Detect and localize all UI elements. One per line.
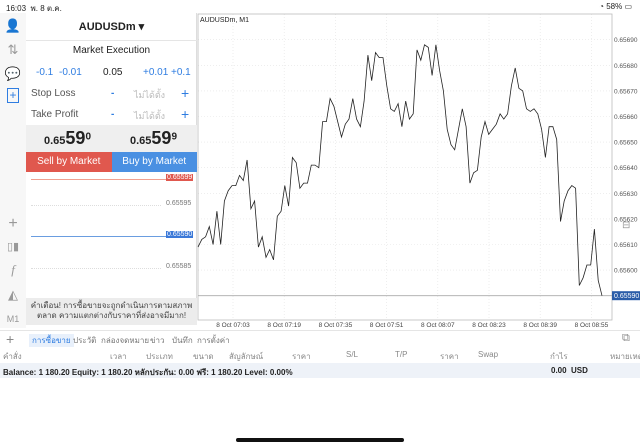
objects-icon[interactable]: ◭	[8, 287, 18, 302]
price-display: 0.65590 0.65599	[26, 125, 197, 152]
tab-history[interactable]: ประวัติ	[73, 336, 97, 345]
take-profit-input[interactable]: ไม่ได้ตั้ง	[134, 111, 166, 121]
x-tick-label: 8 Oct 07:51	[370, 322, 404, 329]
tab-settings[interactable]: การตั้งค่า	[197, 336, 230, 345]
take-profit-label: Take Profit	[31, 109, 79, 120]
x-tick-label: 8 Oct 08:39	[523, 322, 557, 329]
level-label: 0.65595	[166, 200, 192, 207]
chart-svg[interactable]: AUDUSDm, M1 0.65690 0.65680 0.65670 0.65660…	[197, 13, 640, 330]
crosshair-icon[interactable]: +	[8, 215, 18, 232]
column-header[interactable]: ขนาด	[193, 352, 214, 361]
sell-by-market-button[interactable]: Sell by Market	[26, 152, 112, 172]
x-tick-label: 8 Oct 07:19	[267, 322, 301, 329]
grid-line	[31, 268, 161, 269]
take-profit-plus[interactable]: +	[181, 106, 190, 122]
total-profit: 0.00 USD	[551, 366, 588, 375]
ask-level-label: 0.65599	[166, 174, 194, 181]
tab-journal[interactable]: บันทึก	[172, 336, 193, 345]
x-tick-label: 8 Oct 08:23	[472, 322, 506, 329]
chat-icon[interactable]: 💬	[4, 66, 22, 81]
column-header[interactable]: S/L	[346, 350, 359, 359]
x-tick-label: 8 Oct 08:55	[575, 322, 609, 329]
volume-plus-0.1[interactable]: +0.1	[171, 67, 191, 78]
y-tick-label: 0.65680	[614, 63, 638, 70]
layout-toggle-icon[interactable]: ⧉	[622, 332, 630, 344]
home-indicator	[236, 438, 404, 442]
column-header[interactable]: ประเภท	[146, 352, 173, 361]
stop-loss-row: Stop Loss - ไม่ได้ตั้ง +	[26, 85, 197, 102]
x-tick-label: 8 Oct 08:07	[421, 322, 455, 329]
y-tick-label: 0.65660	[614, 114, 638, 121]
buy-by-market-button[interactable]: Buy by Market	[111, 152, 197, 172]
y-tick-label: 0.65620	[614, 216, 638, 223]
y-tick-label: 0.65650	[614, 140, 638, 147]
chart-title: AUDUSDm, M1	[200, 17, 249, 24]
mini-price-chart: 0.65599 0.65595 0.65590 0.65585	[26, 172, 197, 299]
column-header[interactable]: ราคา	[292, 352, 311, 361]
take-profit-row: Take Profit - ไม่ได้ตั้ง +	[26, 106, 197, 123]
ask-line	[31, 179, 166, 180]
current-price-label: 0.65590	[614, 293, 639, 300]
chart-side-icon[interactable]: ⊟	[622, 220, 630, 231]
new-order-icon[interactable]: +	[7, 88, 19, 103]
status-time: 16:03 พ. 8 ต.ค.	[6, 4, 62, 13]
balance-row: Balance: 1 180.20 Equity: 1 180.20 หลักป…	[0, 363, 640, 378]
column-header[interactable]: เวลา	[110, 352, 127, 361]
volume-row: -0.1 -0.01 0.05 +0.01 +0.1	[26, 67, 197, 81]
y-tick-label: 0.65600	[614, 268, 638, 275]
column-header[interactable]: Swap	[478, 350, 499, 359]
x-tick-label: 8 Oct 07:35	[319, 322, 353, 329]
stop-loss-minus[interactable]: -	[111, 88, 115, 99]
bid-line	[31, 236, 166, 237]
trade-arrows-icon[interactable]: ⇅	[7, 42, 19, 57]
candlestick-icon[interactable]: ▯▮	[6, 241, 20, 253]
bid-level-label: 0.65590	[166, 231, 194, 238]
left-toolbar: 👤 ⇅ 💬 + + ▯▮ f ◭ M1	[0, 13, 26, 328]
execution-type[interactable]: Market Execution	[72, 45, 151, 56]
current-price-badge	[612, 291, 640, 301]
add-icon[interactable]: +	[6, 331, 15, 347]
account-summary: Balance: 1 180.20 Equity: 1 180.20 หลักป…	[3, 368, 293, 377]
volume-minus-0.1[interactable]: -0.1	[36, 67, 54, 78]
column-header[interactable]: สัญลักษณ์	[229, 352, 264, 361]
indicators-icon[interactable]: f	[11, 262, 15, 277]
account-icon[interactable]: 👤	[4, 18, 22, 33]
column-header[interactable]: ราคา	[440, 352, 459, 361]
volume-input[interactable]: 0.05	[103, 67, 123, 78]
y-tick-label: 0.65690	[614, 37, 638, 44]
level-label: 0.65585	[166, 263, 192, 270]
tab-trade[interactable]: การซื้อขาย	[29, 334, 74, 347]
bid-price: 0.65590	[44, 128, 92, 148]
stop-loss-label: Stop Loss	[31, 88, 76, 99]
stop-loss-input[interactable]: ไม่ได้ตั้ง	[134, 90, 166, 100]
plot-frame	[197, 13, 613, 321]
market-execution-warning: คำเตือน! การซื้อขายจะถูกดำเนินการตามสภาพ…	[26, 298, 197, 325]
status-bar: 16:03 พ. 8 ต.ค. ◔ 58% ▭	[0, 0, 640, 13]
y-tick-label: 0.65630	[614, 191, 638, 198]
trade-table-header: คำสั่ง เวลา ประเภท ขนาด สัญลักษณ์ ราคา S/L T/P ร…	[0, 346, 640, 362]
timeframe-button[interactable]: M1	[6, 314, 20, 324]
price-line-series	[197, 44, 603, 296]
stop-loss-plus[interactable]: +	[181, 85, 190, 101]
grid-line	[31, 205, 161, 206]
tab-mailbox[interactable]: กล่องจดหมาย	[101, 336, 150, 345]
y-tick-label: 0.65640	[614, 165, 638, 172]
column-header[interactable]: คำสั่ง	[3, 352, 22, 361]
bottom-tabs: + การซื้อขาย ประวัติ กล่องจดหมาย ข่าว บั…	[0, 330, 640, 347]
column-header[interactable]: กำไร	[550, 352, 568, 361]
column-header[interactable]: T/P	[395, 350, 408, 359]
price-chart[interactable]: AUDUSDm, M1 0.65690 0.65680 0.65670 0.65660…	[197, 13, 640, 330]
x-tick-label: 8 Oct 07:03	[216, 322, 250, 329]
order-panel: AUDUSDm ▾ Market Execution -0.1 -0.01 0.…	[26, 13, 197, 325]
y-tick-label: 0.65610	[614, 242, 638, 249]
column-header[interactable]: หมายเหตุ	[610, 352, 640, 361]
volume-minus-0.01[interactable]: -0.01	[59, 67, 82, 78]
battery-indicator: ◔ 58% ▭	[599, 2, 632, 11]
ask-price: 0.65599	[130, 128, 178, 148]
tab-news[interactable]: ข่าว	[150, 336, 165, 345]
take-profit-minus[interactable]: -	[111, 109, 115, 120]
symbol-selector[interactable]: AUDUSDm ▾	[26, 13, 197, 41]
y-tick-label: 0.65670	[614, 88, 638, 95]
volume-plus-0.01[interactable]: +0.01	[143, 67, 169, 78]
